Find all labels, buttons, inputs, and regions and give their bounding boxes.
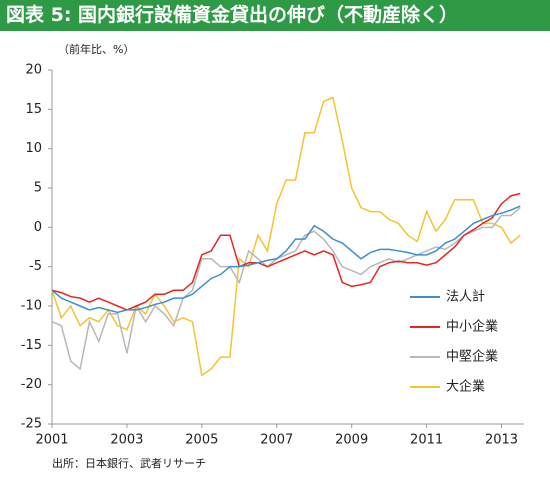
series-line bbox=[51, 207, 521, 371]
legend-label: 法人計 bbox=[446, 289, 485, 305]
x-tick-label: 2013 bbox=[485, 433, 518, 448]
legend-label: 大企業 bbox=[446, 379, 485, 395]
y-tick-label: 10 bbox=[25, 141, 42, 156]
y-tick-label: -15 bbox=[21, 338, 42, 353]
y-tick-label: 0 bbox=[34, 220, 42, 235]
series-line bbox=[51, 192, 521, 311]
y-tick-label: -10 bbox=[21, 299, 42, 314]
legend-label: 中堅企業 bbox=[446, 349, 498, 365]
chart-title: 図表 5: 国内銀行設備資金貸出の伸び（不動産除く） bbox=[0, 0, 550, 31]
x-tick-label: 2001 bbox=[35, 433, 68, 448]
x-tick-label: 2011 bbox=[410, 433, 443, 448]
y-tick-label: -20 bbox=[21, 377, 42, 392]
x-tick-label: 2009 bbox=[335, 433, 368, 448]
x-tick-label: 2003 bbox=[110, 433, 143, 448]
y-tick-label: 5 bbox=[34, 181, 42, 196]
y-tick-label: 20 bbox=[25, 63, 42, 78]
x-tick-label: 2007 bbox=[260, 433, 293, 448]
y-tick-label: -5 bbox=[29, 259, 42, 274]
y-tick-label: 15 bbox=[25, 102, 42, 117]
series-line bbox=[51, 96, 521, 377]
y-tick-label: -25 bbox=[21, 417, 42, 432]
legend-label: 中小企業 bbox=[446, 319, 498, 335]
source-note: 出所：日本銀行、武者リサーチ bbox=[52, 456, 206, 470]
series-line bbox=[51, 205, 521, 314]
y-axis-label: （前年比、%） bbox=[58, 42, 134, 56]
x-tick-label: 2005 bbox=[185, 433, 218, 448]
